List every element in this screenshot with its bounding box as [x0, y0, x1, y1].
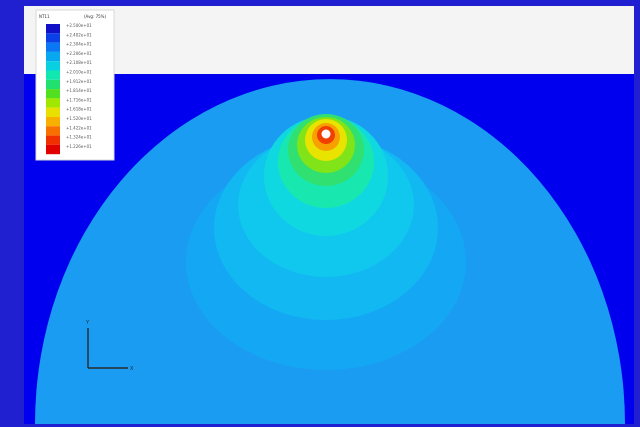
legend-swatch [46, 51, 60, 62]
legend: NT11 (Avg: 75%) +2.500e+01 +2.402e+01 +2.3… [35, 9, 115, 161]
legend-swatch [46, 42, 60, 52]
legend-label: +2.500e+01 [66, 23, 92, 28]
legend-label: +1.226e+01 [66, 144, 92, 149]
contour-ring [321, 129, 331, 139]
legend-label: +2.010e+01 [66, 70, 92, 75]
triad-y-label: Y [85, 320, 90, 326]
contour-field [35, 79, 625, 424]
legend-swatch [46, 117, 60, 127]
legend-swatch [46, 126, 60, 136]
legend-header-right: (Avg: 75%) [84, 14, 106, 19]
legend-swatch [46, 70, 60, 80]
legend-label: +1.618e+01 [66, 107, 92, 112]
legend-swatch [46, 61, 60, 71]
legend-swatch [46, 144, 60, 155]
legend-label: +1.422e+01 [66, 125, 92, 130]
legend-label: +1.716e+01 [66, 97, 92, 102]
triad-x-label: X [130, 366, 134, 372]
legend-swatch [46, 24, 60, 34]
legend-label: +2.206e+01 [66, 51, 92, 56]
legend-swatch [46, 79, 60, 90]
axis-triad: Y X [85, 320, 134, 372]
top-strip [24, 6, 634, 74]
legend-label: +1.814e+01 [66, 88, 92, 93]
legend-header-left: NT11 [39, 14, 50, 19]
legend-label: +1.324e+01 [66, 135, 92, 140]
legend-label: +1.520e+01 [66, 116, 92, 121]
legend-label: +2.108e+01 [66, 60, 92, 65]
legend-label: +2.402e+01 [66, 32, 92, 37]
legend-swatch [46, 135, 60, 145]
legend-swatch [46, 89, 60, 99]
legend-label: +1.912e+01 [66, 79, 92, 84]
legend-label: +2.304e+01 [66, 42, 92, 47]
legend-swatch [46, 33, 60, 43]
legend-swatch [46, 107, 60, 117]
legend-swatch [46, 98, 60, 108]
